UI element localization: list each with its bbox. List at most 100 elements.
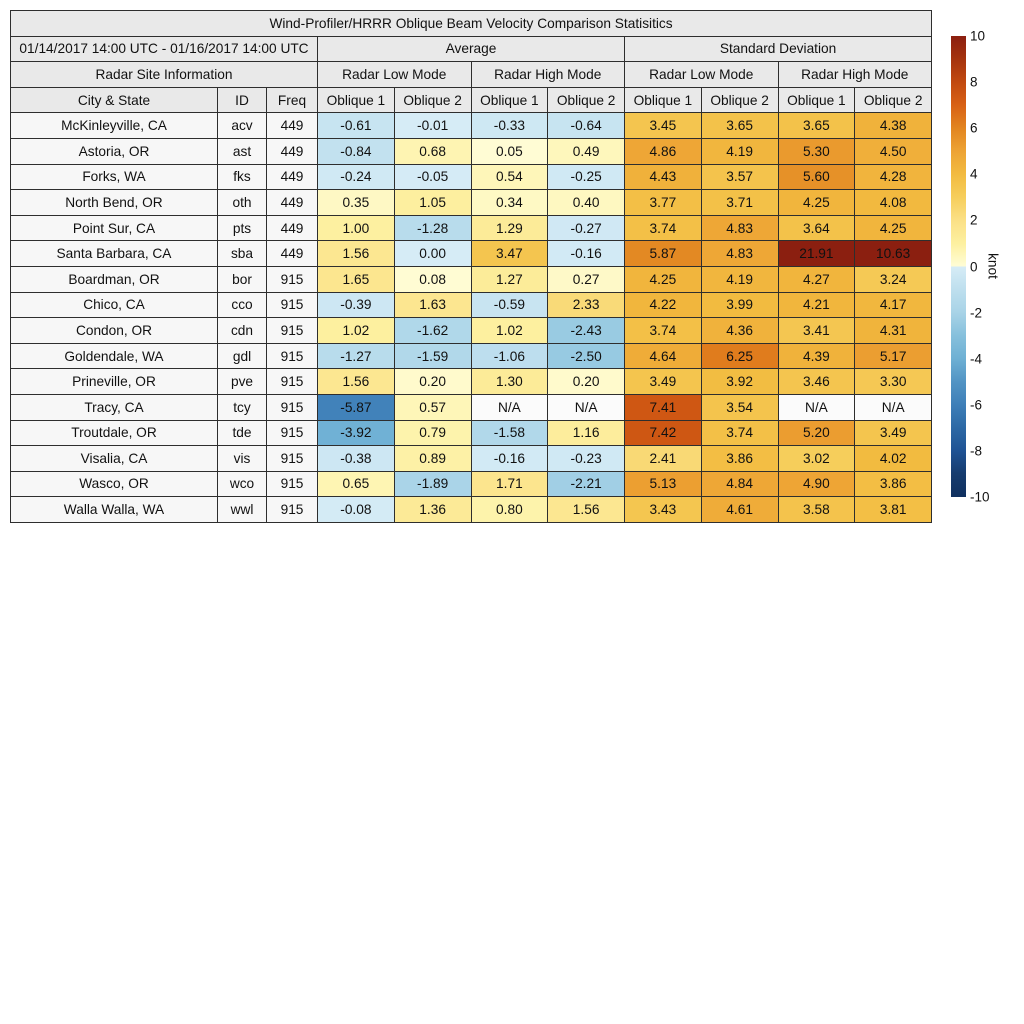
id-cell: cco (217, 291, 267, 319)
city-cell: Prineville, OR (10, 368, 218, 395)
table-row: Goldendale, WA gdl 915 -1.27 -1.59 -1.06 -2.50… (10, 342, 933, 370)
value-cell: 1.00 (317, 214, 395, 242)
id-cell: gdl (217, 342, 267, 370)
value-cell: 4.39 (777, 342, 856, 370)
column-header-row: City & State ID Freq Oblique 1 Oblique 2… (10, 86, 933, 114)
value-cell: 0.40 (547, 189, 625, 216)
col-avg-low-oblique2: Oblique 2 (393, 86, 472, 114)
value-cell: 3.64 (777, 214, 856, 242)
freq-cell: 449 (266, 214, 318, 242)
freq-cell: 449 (266, 240, 318, 267)
value-cell: 3.86 (700, 445, 779, 472)
value-cell: 2.41 (624, 445, 702, 472)
table-row: Boardman, OR bor 915 1.65 0.08 1.27 0.27 4.25 4.… (10, 265, 933, 293)
id-cell: tde (217, 419, 267, 447)
value-cell: 1.71 (470, 470, 549, 498)
value-cell: 0.05 (470, 137, 549, 165)
city-cell: Visalia, CA (10, 445, 218, 472)
col-std-low-oblique2: Oblique 2 (700, 86, 779, 114)
value-cell: -1.62 (393, 317, 472, 344)
value-cell: 21.91 (777, 240, 856, 267)
value-cell: 1.30 (470, 368, 549, 395)
value-cell: 4.90 (777, 470, 856, 498)
value-cell: 3.65 (777, 112, 856, 139)
colorbar-tick-label: -8 (970, 443, 983, 459)
colorbar-tick-label: 4 (970, 166, 978, 182)
city-cell: Boardman, OR (10, 265, 218, 293)
value-cell: 3.58 (777, 496, 856, 523)
value-cell: 0.79 (393, 419, 472, 447)
value-cell: -0.39 (317, 291, 395, 319)
table-row: Walla Walla, WA wwl 915 -0.08 1.36 0.80 1.56 3.… (10, 496, 933, 523)
value-cell: 0.89 (393, 445, 472, 472)
value-cell: 3.49 (854, 419, 933, 447)
value-cell: -0.61 (317, 112, 395, 139)
group-std-low-mode: Radar Low Mode (624, 61, 779, 88)
id-cell: pts (217, 214, 267, 242)
freq-cell: 915 (266, 419, 318, 447)
value-cell: 4.19 (700, 137, 779, 165)
value-cell: 3.57 (700, 163, 779, 191)
value-cell: 4.21 (777, 291, 856, 319)
table-row: Point Sur, CA pts 449 1.00 -1.28 1.29 -0.27 3.7… (10, 214, 933, 242)
col-avg-high-oblique2: Oblique 2 (547, 86, 625, 114)
value-cell: 5.17 (854, 342, 933, 370)
table-row: Forks, WA fks 449 -0.24 -0.05 0.54 -0.25 4.43 3.… (10, 163, 933, 191)
table-row: Prineville, OR pve 915 1.56 0.20 1.30 0.20 3.49… (10, 368, 933, 395)
city-cell: Chico, CA (10, 291, 218, 319)
value-cell: 5.20 (777, 419, 856, 447)
value-cell: N/A (547, 393, 625, 421)
value-cell: 4.27 (777, 265, 856, 293)
value-cell: -0.16 (547, 240, 625, 267)
value-cell: 0.20 (547, 368, 625, 395)
value-cell: 1.29 (470, 214, 549, 242)
col-city-state: City & State (10, 86, 218, 114)
freq-cell: 915 (266, 265, 318, 293)
value-cell: 3.46 (777, 368, 856, 395)
value-cell: 3.81 (854, 496, 933, 523)
colorbar-tick-label: 2 (970, 212, 978, 228)
city-cell: Forks, WA (10, 163, 218, 191)
group-row-1: 01/14/2017 14:00 UTC - 01/16/2017 14:00 … (10, 35, 933, 63)
value-cell: 1.05 (393, 189, 472, 216)
freq-cell: 449 (266, 189, 318, 216)
value-cell: 4.64 (624, 342, 702, 370)
id-cell: pve (217, 368, 267, 395)
chart-title: Wind-Profiler/HRRR Oblique Beam Velocity… (9, 10, 933, 37)
value-cell: -0.59 (470, 291, 549, 319)
value-cell: -0.05 (393, 163, 472, 191)
stats-table: Wind-Profiler/HRRR Oblique Beam Velocity… (9, 10, 933, 523)
col-freq: Freq (266, 86, 318, 114)
col-avg-high-oblique1: Oblique 1 (470, 86, 549, 114)
value-cell: 0.34 (470, 189, 549, 216)
table-row: Santa Barbara, CA sba 449 1.56 0.00 3.47 -0.16… (10, 240, 933, 267)
value-cell: 4.17 (854, 291, 933, 319)
value-cell: 3.45 (624, 112, 702, 139)
value-cell: -2.43 (547, 317, 625, 344)
freq-cell: 915 (266, 445, 318, 472)
value-cell: 3.65 (700, 112, 779, 139)
table-row: Tracy, CA tcy 915 -5.87 0.57 N/A N/A 7.41 3.54 N/… (10, 393, 933, 421)
value-cell: 0.65 (317, 470, 395, 498)
value-cell: -1.28 (393, 214, 472, 242)
value-cell: 0.68 (393, 137, 472, 165)
freq-cell: 915 (266, 317, 318, 344)
city-cell: Walla Walla, WA (10, 496, 218, 523)
value-cell: -2.21 (547, 470, 625, 498)
value-cell: 3.47 (470, 240, 549, 267)
id-cell: tcy (217, 393, 267, 421)
value-cell: 3.43 (624, 496, 702, 523)
city-cell: Condon, OR (10, 317, 218, 344)
value-cell: 1.02 (470, 317, 549, 344)
value-cell: 3.30 (854, 368, 933, 395)
value-cell: -0.08 (317, 496, 395, 523)
value-cell: -1.27 (317, 342, 395, 370)
value-cell: 0.00 (393, 240, 472, 267)
value-cell: -1.89 (393, 470, 472, 498)
table-row: Condon, OR cdn 915 1.02 -1.62 1.02 -2.43 3.74 4.… (10, 317, 933, 344)
table-row: Astoria, OR ast 449 -0.84 0.68 0.05 0.49 4.86 4.… (10, 137, 933, 165)
city-cell: Tracy, CA (10, 393, 218, 421)
colorbar-tick-label: 0 (970, 258, 978, 274)
group-average: Average (317, 35, 625, 63)
value-cell: -0.01 (393, 112, 472, 139)
